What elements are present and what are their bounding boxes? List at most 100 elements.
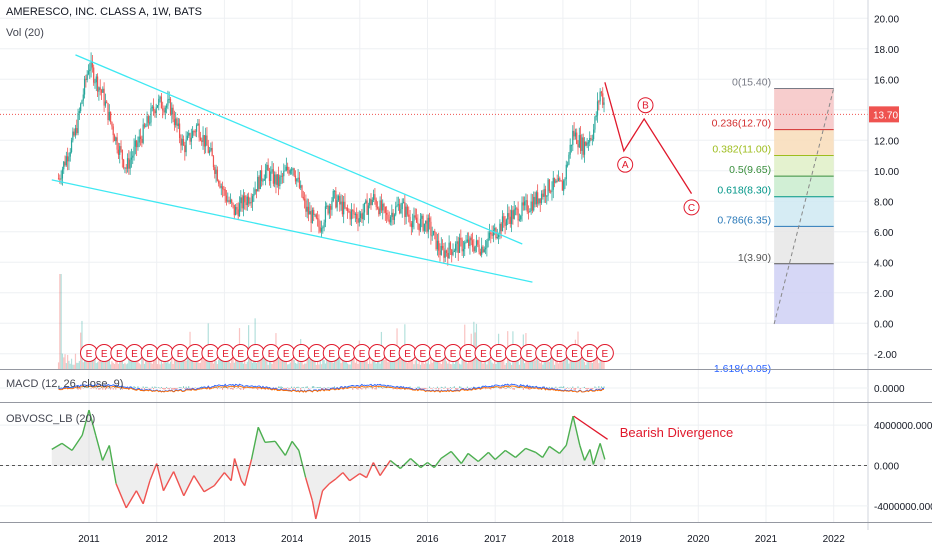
macd-histogram-bar [267,386,269,388]
price-candle [139,136,142,139]
macd-histogram-bar [142,386,144,388]
obv-oscillator-segment [389,459,401,470]
obv-oscillator-segment [335,472,344,480]
volume-bar [410,359,412,369]
earnings-marker-label: E [253,349,260,360]
price-candle [225,195,228,202]
price-candle [73,131,75,136]
volume-bar [445,361,448,369]
macd-histogram-bar [279,386,281,388]
macd-histogram-bar [509,388,511,389]
volume-bar [267,364,269,369]
price-candle [518,219,521,221]
earnings-marker-label: E [541,349,548,360]
macd-line [58,383,605,393]
macd-label[interactable]: MACD (12, 26, close, 9) [6,378,124,390]
price-candle [453,250,455,253]
price-candle [358,217,360,223]
volume-bar [198,362,200,369]
price-candle [192,131,194,138]
price-candle [99,87,101,90]
price-candle [513,209,515,219]
macd-histogram-bar [85,387,87,388]
volume-bar [340,363,342,369]
macd-histogram-bar [176,388,178,390]
volume-bar [469,359,471,369]
volume-bar [432,358,435,369]
price-candle [477,240,479,245]
earnings-marker-label: E [268,349,275,360]
macd-histogram-bar [84,386,86,388]
macd-histogram-bar [154,386,156,388]
price-candle [596,101,599,116]
volume-bar [460,364,462,369]
macd-histogram-bar [189,388,191,389]
price-candle [160,96,162,109]
volume-label[interactable]: Vol (20) [6,27,44,39]
volume-bar [569,360,571,369]
obv-oscillator-segment [284,441,293,456]
volume-bar [524,363,526,369]
price-candle [106,101,108,104]
price-candle [202,135,204,142]
price-candle [455,243,457,251]
obv-label[interactable]: OBVOSC_LB (20) [6,413,96,425]
volume-bar [168,363,170,369]
macd-histogram-bar [173,388,175,390]
price-candle [89,69,91,72]
price-candle [534,196,536,205]
price-candle [249,202,251,204]
price-candle [405,206,407,217]
macd-histogram-bar [356,388,358,390]
volume-bar [242,363,245,369]
price-candle [90,60,92,70]
macd-histogram-bar [453,386,455,388]
price-candle [246,196,248,206]
obv-oscillator-segment [399,457,412,470]
obv-oscillator-segment [274,440,286,456]
obv-oscillator-segment [379,460,391,477]
price-candle [310,211,312,224]
obv-oscillator-segment [322,483,330,492]
macd-histogram-bar [366,386,368,388]
price-axis-tick: 18.00 [874,45,899,56]
macd-histogram-bar [352,388,354,390]
volume-bar [64,354,66,369]
price-candle [555,180,557,183]
macd-histogram-bar [123,387,125,388]
price-candle [123,159,125,168]
macd-histogram-bar [224,386,226,388]
price-candle [205,135,207,147]
price-candle [100,89,103,93]
volume-bar [223,357,225,369]
volume-bar [78,361,80,369]
volume-bar [212,363,215,369]
macd-histogram-bar [494,386,496,388]
price-candle [457,241,459,253]
macd-histogram-bar [166,386,168,388]
macd-histogram-bar [318,387,320,388]
symbol-title[interactable]: AMERESCO, INC. CLASS A, 1W, BATS [6,6,203,18]
macd-histogram-bar [559,386,561,388]
earnings-marker-label: E [222,349,229,360]
price-candle [119,146,121,155]
macd-histogram-bar [361,388,363,390]
earnings-marker-label: E [116,349,123,360]
obv-oscillator-segment [233,458,242,481]
price-candle [501,216,504,232]
wave-label-b: B [642,101,649,112]
price-candle [449,242,452,250]
earnings-marker-label: E [556,349,563,360]
volume-bar [557,363,560,369]
volume-bar [320,364,323,369]
volume-bar [566,357,569,369]
volume-bar [163,356,165,369]
price-candle [234,207,237,216]
macd-histogram-bar [242,388,244,390]
price-candle [332,191,334,201]
macd-histogram-bar [81,387,83,388]
volume-bar [310,358,312,369]
macd-histogram-bar [568,388,570,389]
price-candle [165,105,168,108]
